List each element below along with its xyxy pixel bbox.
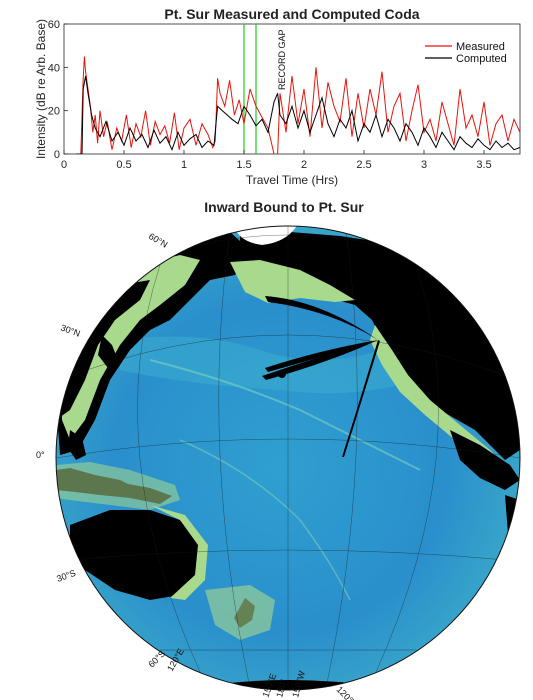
indonesia-shelf	[56, 462, 180, 510]
x-tick-label: 0	[61, 159, 67, 171]
legend-label-computed: Computed	[456, 53, 507, 65]
lat-label-30n: 30°N	[59, 322, 81, 338]
legend: Measured Computed	[420, 36, 514, 66]
alaska-shelf	[230, 260, 355, 303]
y-axis-ticks: 0 20 40 60	[48, 19, 68, 161]
y-axis-label: Intensity (dB re Arb. Base)	[34, 19, 48, 159]
australia-shelf	[150, 505, 208, 600]
x-tick-label: 1	[181, 159, 187, 171]
x-tick-label: 3.5	[476, 159, 491, 171]
ray-bundle-hawaii-2	[265, 340, 378, 372]
seamount-chain-2	[179, 439, 351, 601]
map-title: Inward Bound to Pt. Sur	[204, 199, 364, 215]
x-tick-label: 2.5	[356, 159, 371, 171]
nz-plateau	[205, 585, 275, 640]
lat-label-0: 0°	[36, 450, 45, 460]
green-markers	[243, 24, 257, 154]
y-tick-label: 0	[54, 149, 60, 161]
ocean-shallow-band	[120, 336, 420, 394]
x-axis-label: Travel Time (Hrs)	[246, 173, 338, 187]
lat-label-60n: 60°N	[147, 231, 169, 250]
chart-title: Pt. Sur Measured and Computed Coda	[164, 6, 419, 22]
ray-bundle-hawaii	[262, 340, 378, 380]
coda-chart: Pt. Sur Measured and Computed Coda RECOR…	[34, 6, 521, 187]
x-tick-label: 2	[301, 159, 307, 171]
graticule	[56, 226, 520, 690]
arctic-ice	[235, 226, 300, 245]
legend-box	[420, 36, 514, 66]
y-tick-label: 60	[48, 19, 60, 31]
ray-paths	[262, 296, 380, 457]
record-gap-annotation: RECORD GAP	[277, 29, 287, 90]
philippines	[68, 430, 86, 460]
x-tick-label: 3	[421, 159, 427, 171]
computed-series-line	[76, 75, 520, 154]
ray-bundle-aleutian	[265, 296, 378, 340]
globe-map: Inward Bound to Pt. Sur	[36, 199, 521, 700]
na-coast-shelf	[370, 325, 500, 462]
x-tick-label: 0.5	[116, 159, 131, 171]
lon-label-120w: 120°W	[335, 684, 362, 700]
japan	[98, 335, 118, 368]
y-tick-label: 40	[48, 62, 60, 74]
y-tick-label: 20	[48, 106, 60, 118]
x-tick-label: 1.5	[236, 159, 251, 171]
globe-outline	[55, 225, 521, 691]
ray-south	[342, 340, 380, 457]
legend-label-measured: Measured	[456, 41, 505, 53]
lat-label-30s: 30°S	[55, 568, 77, 584]
lon-label-180: 180°	[274, 678, 289, 699]
central-america	[450, 430, 520, 490]
seamount-chain	[149, 359, 421, 471]
x-axis-ticks: 0 0.5 1 1.5 2 2.5 3 3.5	[61, 150, 492, 171]
